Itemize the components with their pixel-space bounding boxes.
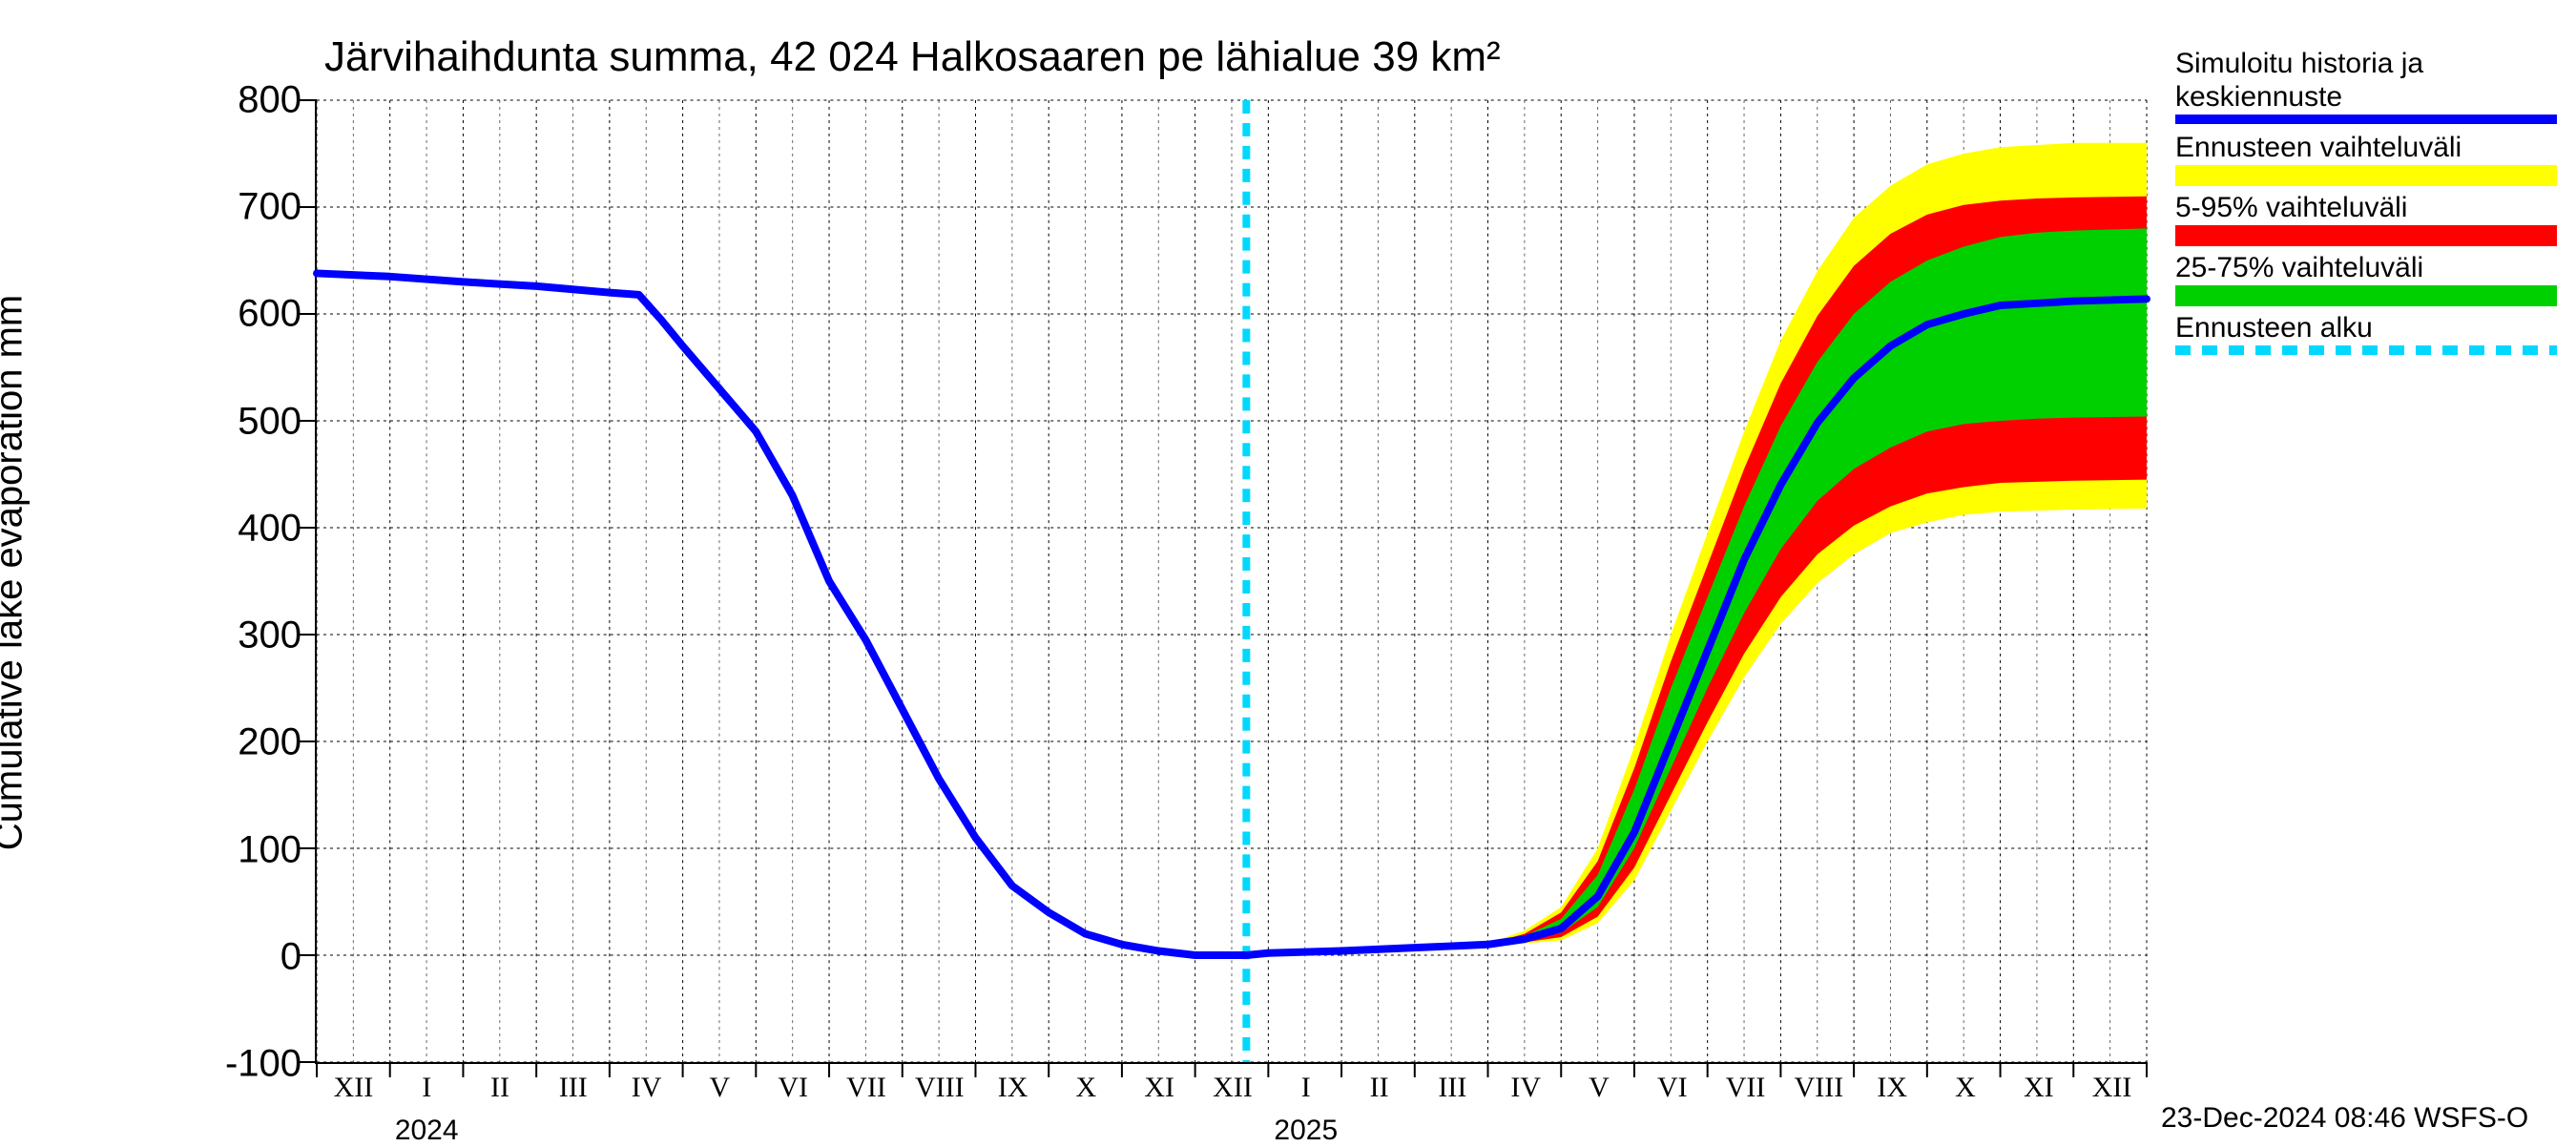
x-year-label: 2025 bbox=[1274, 1115, 1338, 1147]
x-tick-label: VI bbox=[778, 1072, 808, 1104]
x-tick-label: II bbox=[1370, 1072, 1389, 1104]
x-tick-label: IV bbox=[1510, 1072, 1541, 1104]
x-tick-label: IX bbox=[1877, 1072, 1907, 1104]
y-tick-label: 100 bbox=[238, 828, 301, 871]
x-tick-label: XII bbox=[334, 1072, 374, 1104]
x-tick-label: IX bbox=[998, 1072, 1028, 1104]
y-tick-label: 600 bbox=[238, 293, 301, 336]
x-tick-label: II bbox=[490, 1072, 509, 1104]
x-tick-label: VIII bbox=[915, 1072, 965, 1104]
legend-swatch bbox=[2175, 345, 2557, 355]
y-tick-label: 200 bbox=[238, 721, 301, 764]
x-tick-label: VII bbox=[1726, 1072, 1766, 1104]
x-tick-label: VIII bbox=[1795, 1072, 1844, 1104]
x-tick-label: XII bbox=[2092, 1072, 2132, 1104]
y-tick-label: -100 bbox=[225, 1043, 301, 1086]
legend-entry: Ennusteen alku bbox=[2175, 312, 2557, 355]
chart-svg bbox=[317, 100, 2147, 1062]
x-tick-label: XI bbox=[1144, 1072, 1174, 1104]
legend-swatch bbox=[2175, 225, 2557, 246]
footer-timestamp: 23-Dec-2024 08:46 WSFS-O bbox=[2161, 1102, 2528, 1135]
x-tick-label: XI bbox=[2024, 1072, 2054, 1104]
x-tick-label: I bbox=[1301, 1072, 1311, 1104]
y-tick-label: 800 bbox=[238, 79, 301, 122]
y-tick-label: 400 bbox=[238, 507, 301, 550]
y-axis-label: Cumulative lake evaporation mm bbox=[0, 295, 31, 850]
legend-entry: Simuloitu historia jakeskiennuste bbox=[2175, 48, 2557, 124]
legend-label: Ennusteen vaihteluväli bbox=[2175, 132, 2557, 163]
x-tick-label: I bbox=[422, 1072, 431, 1104]
legend: Simuloitu historia jakeskiennuste Ennuste… bbox=[2175, 48, 2557, 363]
legend-label: Simuloitu historia ja bbox=[2175, 48, 2557, 79]
y-tick-label: 0 bbox=[280, 935, 301, 978]
x-tick-label: XII bbox=[1213, 1072, 1253, 1104]
plot-area: -1000100200300400500600700800 XIIIIIIIII… bbox=[315, 100, 2147, 1064]
legend-label: Ennusteen alku bbox=[2175, 312, 2557, 344]
y-tick-label: 700 bbox=[238, 186, 301, 229]
legend-swatch bbox=[2175, 285, 2557, 306]
x-tick-label: V bbox=[1589, 1072, 1610, 1104]
x-tick-label: V bbox=[710, 1072, 731, 1104]
x-tick-label: VI bbox=[1657, 1072, 1688, 1104]
legend-label: 5-95% vaihteluväli bbox=[2175, 192, 2557, 223]
y-tick-label: 300 bbox=[238, 615, 301, 657]
x-tick-label: IV bbox=[632, 1072, 662, 1104]
legend-entry: Ennusteen vaihteluväli bbox=[2175, 132, 2557, 186]
legend-label: 25-75% vaihteluväli bbox=[2175, 252, 2557, 283]
legend-entry: 5-95% vaihteluväli bbox=[2175, 192, 2557, 246]
y-tick-label: 500 bbox=[238, 400, 301, 443]
chart-page: Järvihaihdunta summa, 42 024 Halkosaaren… bbox=[0, 0, 2576, 1145]
chart-title: Järvihaihdunta summa, 42 024 Halkosaaren… bbox=[324, 33, 1501, 81]
legend-swatch bbox=[2175, 165, 2557, 186]
legend-swatch bbox=[2175, 115, 2557, 124]
x-tick-label: VII bbox=[846, 1072, 886, 1104]
x-tick-label: III bbox=[559, 1072, 588, 1104]
x-year-label: 2024 bbox=[395, 1115, 459, 1147]
x-tick-label: X bbox=[1955, 1072, 1976, 1104]
legend-label: keskiennuste bbox=[2175, 81, 2557, 113]
legend-entry: 25-75% vaihteluväli bbox=[2175, 252, 2557, 306]
x-tick-label: X bbox=[1076, 1072, 1097, 1104]
x-tick-label: III bbox=[1438, 1072, 1466, 1104]
